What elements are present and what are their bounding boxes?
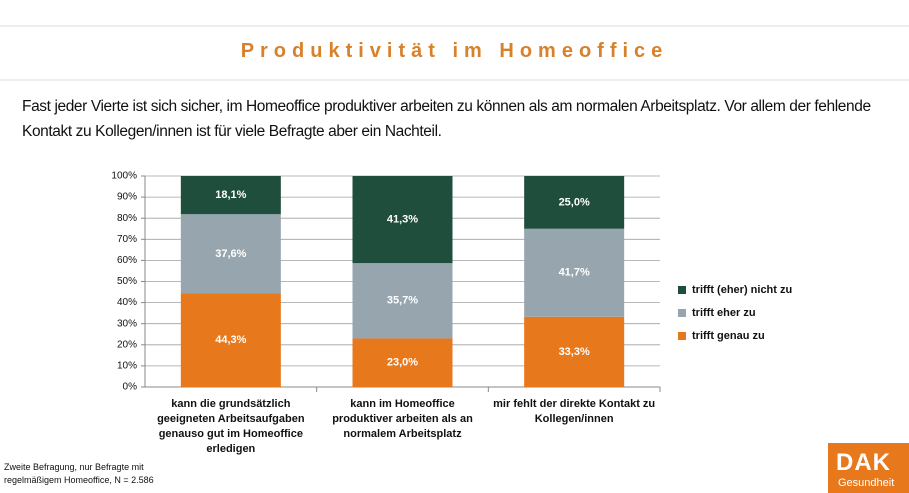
bar-segment <box>180 293 281 387</box>
legend-label: trifft (eher) nicht zu <box>692 284 792 296</box>
y-tick-label: 80% <box>117 213 137 224</box>
y-tick-label: 0% <box>123 382 138 393</box>
bar-segment <box>352 176 453 264</box>
bar-segment <box>524 316 625 387</box>
y-tick-label: 30% <box>117 318 137 329</box>
legend-swatch <box>678 332 686 340</box>
legend-label: trifft eher zu <box>692 307 756 319</box>
y-tick-label: 60% <box>117 255 137 266</box>
x-tick-label: kann die grundsätzlich geeigneten Arbeit… <box>157 398 305 455</box>
y-tick-label: 40% <box>117 297 137 308</box>
logo-name: DAK <box>836 449 891 476</box>
data-label: 25,0% <box>559 196 590 208</box>
bar-segment <box>180 214 281 294</box>
logo-subtitle: Gesundheit <box>838 477 895 489</box>
x-tick-label: kann im Homeoffice produktiver arbeiten … <box>332 398 473 440</box>
legend-label: trifft genau zu <box>692 330 765 342</box>
bar-segment <box>352 263 453 339</box>
y-tick-label: 70% <box>117 234 137 245</box>
y-tick-label: 90% <box>117 192 137 203</box>
chart-title: Produktivität im Homeoffice <box>240 40 669 62</box>
data-label: 18,1% <box>215 189 246 201</box>
legend-swatch <box>678 286 686 294</box>
data-label: 41,3% <box>387 213 418 225</box>
legend-swatch <box>678 309 686 317</box>
bar-segment <box>524 228 625 317</box>
y-tick-label: 20% <box>117 339 137 350</box>
y-tick-label: 10% <box>117 361 137 372</box>
y-tick-label: 50% <box>117 276 137 287</box>
data-label: 33,3% <box>559 346 590 358</box>
x-tick-label: mir fehlt der direkte Kontakt zu Kollege… <box>493 398 656 425</box>
data-label: 23,0% <box>387 357 418 369</box>
data-label: 41,7% <box>559 267 590 279</box>
data-label: 37,6% <box>215 248 246 260</box>
data-label: 35,7% <box>387 295 418 307</box>
subtitle: Fast jeder Vierte ist sich sicher, im Ho… <box>22 98 871 140</box>
logo: DAK Gesundheit <box>828 443 909 493</box>
y-tick-label: 100% <box>111 171 137 182</box>
bar-segment <box>180 176 281 215</box>
footnote: Zweite Befragung, nur Befragte mit regel… <box>4 462 154 485</box>
data-label: 44,3% <box>215 334 246 346</box>
bar-segment <box>352 338 453 387</box>
bar-segment <box>524 176 625 229</box>
